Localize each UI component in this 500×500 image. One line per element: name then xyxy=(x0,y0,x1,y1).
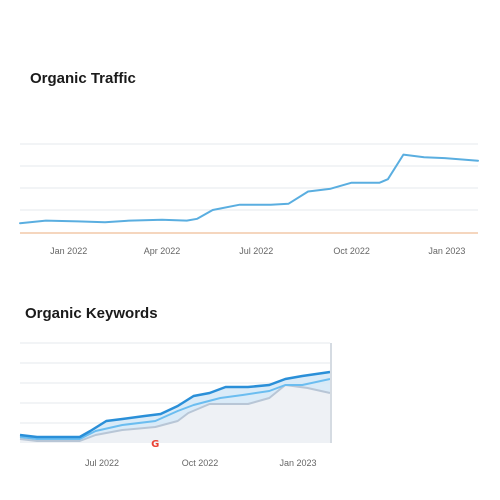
organic-keywords-title: Organic Keywords xyxy=(25,305,158,322)
keywords-x-tick-label: Jul 2022 xyxy=(85,458,119,468)
keywords-series-3-line xyxy=(19,384,331,442)
keywords-low-area xyxy=(20,385,330,443)
traffic-x-tick-label: Oct 2022 xyxy=(333,246,370,256)
keywords-series-1-line xyxy=(19,370,331,439)
traffic-x-tick-label: Apr 2022 xyxy=(144,246,181,256)
keywords-x-tick-label: Oct 2022 xyxy=(182,458,219,468)
traffic-x-tick-label: Jan 2022 xyxy=(50,246,87,256)
traffic-series-line xyxy=(19,153,479,225)
traffic-x-tick-label: Jan 2023 xyxy=(428,246,465,256)
traffic-x-tick-label: Jul 2022 xyxy=(239,246,273,256)
keywords-band-area xyxy=(20,372,330,441)
keywords-x-tick-label: Jan 2023 xyxy=(280,458,317,468)
google-icon[interactable]: G xyxy=(151,439,159,450)
keywords-series-2-line xyxy=(19,378,331,440)
organic-traffic-title: Organic Traffic xyxy=(30,70,136,87)
